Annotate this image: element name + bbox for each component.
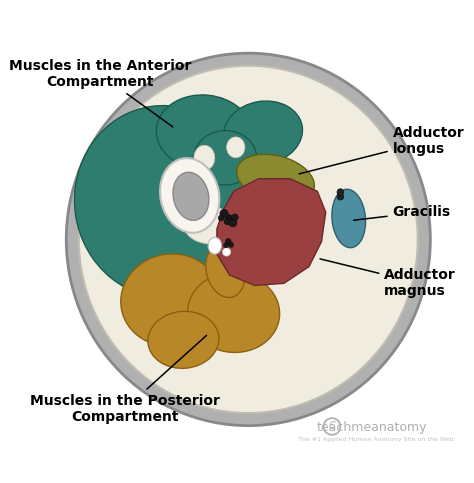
- Ellipse shape: [218, 215, 224, 221]
- Ellipse shape: [225, 239, 231, 244]
- Text: teachmeanatomy: teachmeanatomy: [317, 421, 427, 434]
- Ellipse shape: [332, 189, 365, 248]
- Ellipse shape: [183, 206, 234, 243]
- Ellipse shape: [160, 158, 219, 233]
- Ellipse shape: [121, 254, 221, 346]
- Ellipse shape: [237, 154, 314, 203]
- Ellipse shape: [66, 53, 430, 426]
- Ellipse shape: [337, 193, 344, 200]
- Ellipse shape: [79, 66, 418, 413]
- Ellipse shape: [173, 172, 209, 220]
- Ellipse shape: [232, 214, 238, 221]
- Ellipse shape: [228, 218, 237, 227]
- Text: Gracilis: Gracilis: [354, 205, 451, 220]
- Ellipse shape: [224, 218, 231, 225]
- Ellipse shape: [208, 237, 221, 254]
- Ellipse shape: [222, 248, 231, 256]
- Text: Muscles in the Posterior
Compartment: Muscles in the Posterior Compartment: [30, 335, 220, 424]
- Ellipse shape: [194, 145, 215, 170]
- Ellipse shape: [227, 137, 245, 158]
- Ellipse shape: [188, 273, 280, 353]
- Polygon shape: [217, 179, 326, 285]
- Ellipse shape: [156, 95, 253, 170]
- Ellipse shape: [337, 189, 344, 196]
- Ellipse shape: [224, 243, 228, 248]
- Ellipse shape: [223, 101, 302, 164]
- Ellipse shape: [148, 312, 219, 369]
- Ellipse shape: [220, 209, 228, 218]
- Text: Muscles in the Anterior
Compartment: Muscles in the Anterior Compartment: [9, 59, 191, 127]
- Ellipse shape: [226, 215, 233, 222]
- Ellipse shape: [228, 242, 234, 247]
- Ellipse shape: [194, 130, 256, 185]
- Text: C: C: [328, 422, 336, 431]
- Text: Adductor
longus: Adductor longus: [299, 126, 465, 174]
- Ellipse shape: [206, 244, 245, 298]
- Ellipse shape: [74, 106, 255, 298]
- Text: Adductor
magnus: Adductor magnus: [320, 259, 456, 298]
- Text: The #1 Applied Human Anatomy Site on the Web: The #1 Applied Human Anatomy Site on the…: [298, 437, 454, 441]
